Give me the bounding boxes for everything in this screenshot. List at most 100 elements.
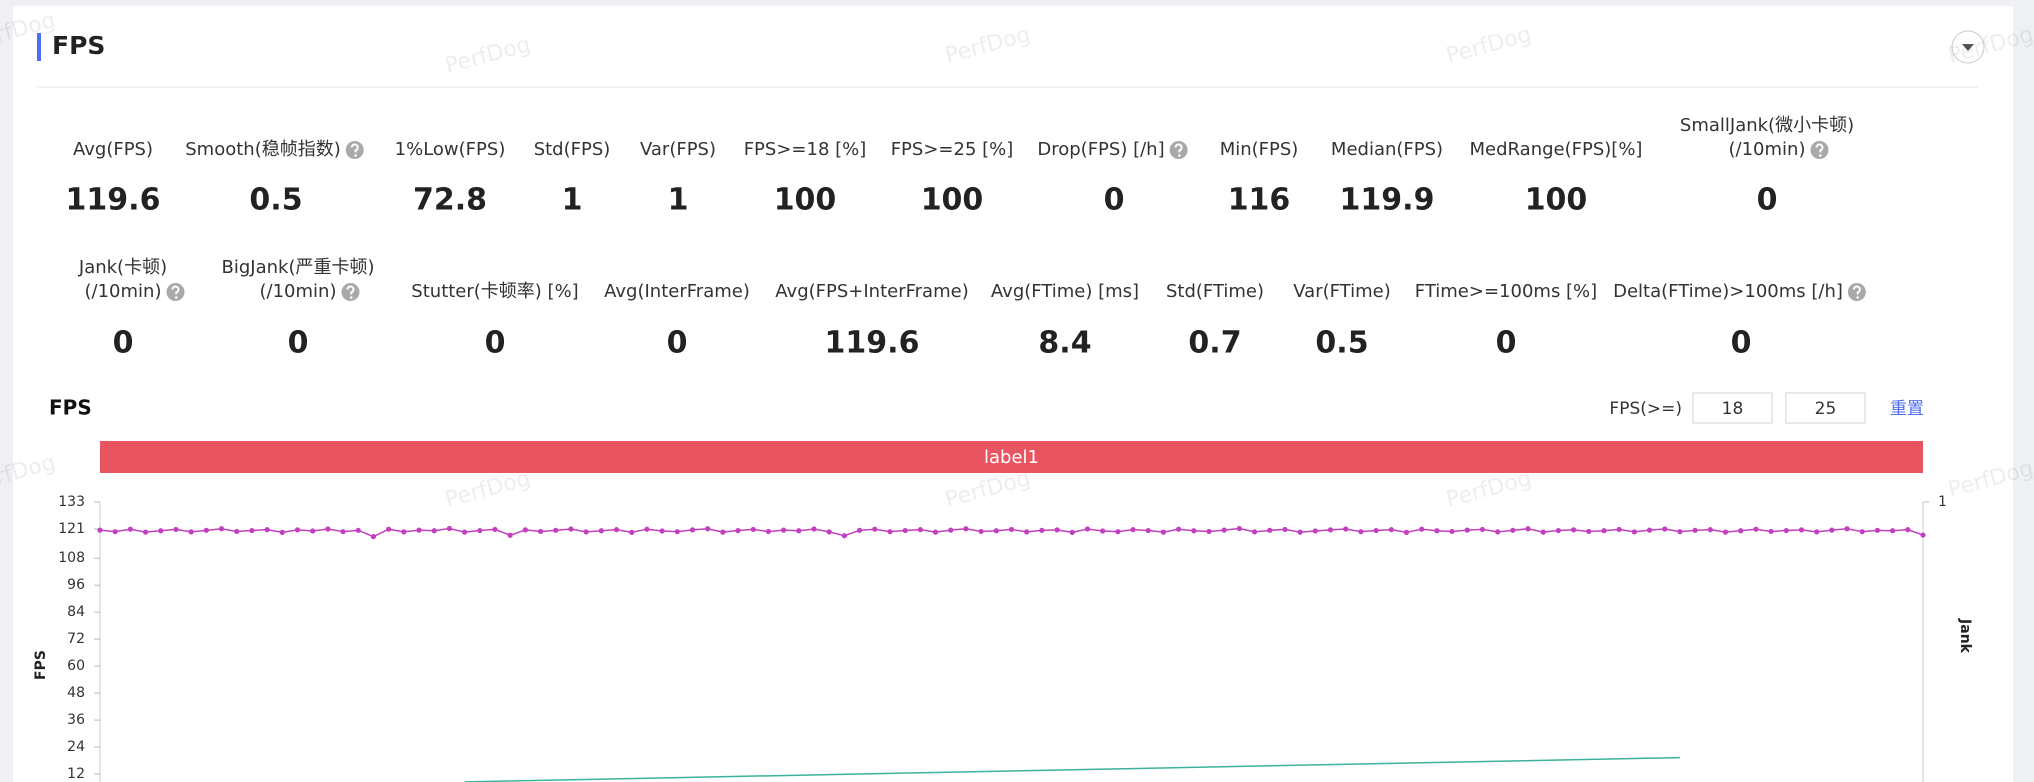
- label-band: [100, 441, 1923, 473]
- data-point: [218, 526, 225, 532]
- y-tick-label: 84: [67, 604, 85, 620]
- threshold-value: 18: [1722, 399, 1744, 419]
- data-point: [629, 529, 635, 535]
- stat-value: 100: [774, 183, 837, 218]
- stat-value: 1: [668, 183, 689, 218]
- help-icon[interactable]: [345, 141, 364, 159]
- stat-label: (/10min): [260, 281, 337, 302]
- data-point: [249, 527, 255, 534]
- data-point: [264, 527, 270, 533]
- data-point: [872, 526, 878, 532]
- y-tick-label: 72: [67, 631, 85, 647]
- data-point: [279, 529, 285, 535]
- data-point: [1677, 529, 1683, 535]
- data-point: [537, 528, 544, 535]
- stat-label: BigJank(严重卡顿): [222, 257, 375, 278]
- data-point: [644, 526, 650, 532]
- stat-value: 72.8: [413, 183, 487, 218]
- chart-title: FPS: [49, 396, 92, 420]
- data-point: [1783, 527, 1789, 534]
- data-point: [1859, 529, 1865, 535]
- data-point: [446, 525, 453, 532]
- stat-label: Var(FTime): [1293, 281, 1390, 302]
- help-icon[interactable]: [1169, 141, 1188, 159]
- data-point: [553, 527, 559, 533]
- threshold-value: 25: [1815, 399, 1837, 419]
- data-point: [613, 527, 620, 533]
- data-point: [294, 527, 301, 533]
- data-point: [1191, 528, 1197, 534]
- data-point: [1844, 526, 1850, 532]
- data-point: [917, 527, 923, 533]
- data-point: [1829, 527, 1835, 533]
- y-tick-label: 48: [67, 685, 85, 701]
- data-point: [1130, 527, 1136, 533]
- data-point: [1738, 528, 1744, 534]
- y-tick-label: 133: [58, 494, 85, 510]
- stat-label: FPS>=25 [%]: [891, 139, 1014, 160]
- reset-link[interactable]: 重置: [1890, 399, 1924, 419]
- data-point: [1525, 526, 1531, 532]
- data-point: [127, 526, 133, 532]
- data-point: [978, 528, 984, 535]
- data-point: [659, 528, 665, 534]
- data-point: [1403, 529, 1410, 535]
- stat-label: FPS>=18 [%]: [744, 139, 867, 160]
- data-point: [173, 526, 179, 533]
- stat-label: Median(FPS): [1331, 139, 1443, 160]
- stat-label: Std(FTime): [1166, 281, 1264, 302]
- data-point: [1115, 529, 1121, 535]
- stat-label: (/10min): [85, 281, 162, 302]
- data-point: [689, 527, 696, 533]
- stat-label: Var(FPS): [640, 139, 716, 160]
- stat-value: 8.4: [1038, 326, 1091, 361]
- stat-value: 0: [485, 326, 506, 361]
- y-axis-label: FPS: [33, 650, 49, 680]
- help-icon[interactable]: [1847, 283, 1866, 301]
- data-point: [963, 526, 969, 532]
- title-marker: [37, 33, 41, 61]
- data-point: [826, 529, 832, 535]
- stat-label: Delta(FTime)>100ms [/h]: [1613, 281, 1843, 302]
- stat-label: 1%Low(FPS): [395, 139, 506, 160]
- stat-value: 0.5: [249, 183, 302, 218]
- help-icon[interactable]: [341, 283, 360, 301]
- data-point: [1495, 529, 1501, 535]
- dropdown-button[interactable]: [1951, 30, 1985, 64]
- data-point: [1176, 526, 1182, 532]
- data-point: [1282, 526, 1288, 533]
- data-point: [796, 528, 802, 534]
- data-point: [781, 527, 787, 533]
- data-point: [1814, 529, 1820, 535]
- data-point: [568, 526, 574, 532]
- stat-value: 0: [1757, 183, 1778, 218]
- data-point: [674, 529, 680, 535]
- data-point: [1722, 529, 1729, 535]
- data-point: [1206, 528, 1212, 535]
- stat-value: 0: [667, 326, 688, 361]
- band-label: label1: [984, 447, 1039, 468]
- data-point: [1707, 527, 1713, 533]
- data-point: [112, 529, 118, 535]
- threshold-input[interactable]: [1785, 392, 1866, 424]
- data-point: [188, 529, 194, 535]
- help-icon[interactable]: [166, 283, 185, 301]
- y-tick-label: 60: [67, 658, 85, 674]
- data-point: [401, 529, 407, 535]
- data-point: [932, 529, 939, 535]
- data-point: [1905, 527, 1911, 533]
- data-point: [370, 534, 377, 540]
- data-point: [887, 529, 893, 535]
- data-point: [856, 527, 863, 533]
- threshold-input[interactable]: [1692, 392, 1773, 424]
- data-point: [1069, 529, 1075, 535]
- data-point: [705, 526, 711, 532]
- data-point: [1479, 526, 1486, 533]
- data-point: [234, 528, 240, 535]
- data-point: [1540, 529, 1546, 535]
- help-icon[interactable]: [1810, 141, 1829, 159]
- y2-axis-label: Jank: [1957, 618, 1973, 654]
- y-tick-label: 12: [67, 766, 85, 782]
- filter-label: FPS(>=): [1609, 399, 1682, 419]
